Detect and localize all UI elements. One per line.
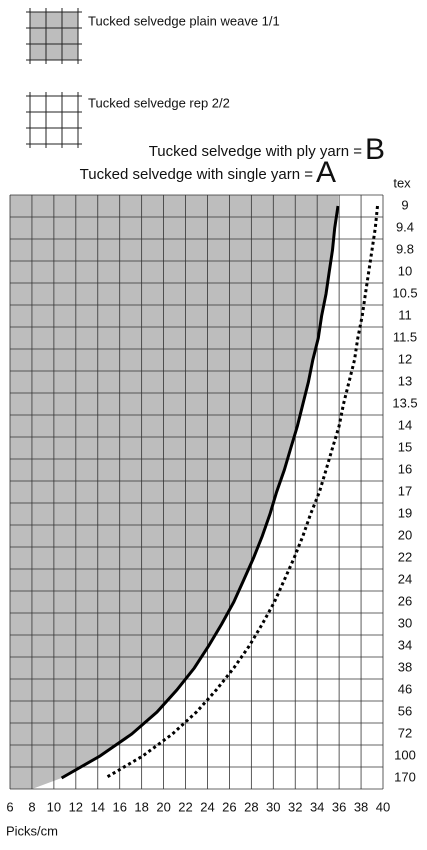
y-tick-label: 16 — [398, 461, 412, 476]
x-tick-label: 34 — [310, 799, 324, 814]
x-tick-label: 30 — [266, 799, 280, 814]
y-tick-label: 11 — [398, 307, 412, 322]
y-tick-label: 20 — [398, 527, 412, 542]
x-tick-label: 22 — [178, 799, 192, 814]
y-tick-label: 11.5 — [393, 329, 417, 344]
y-tick-label: 38 — [398, 659, 412, 674]
x-tick-label: 18 — [134, 799, 148, 814]
y-tick-label: 72 — [398, 725, 412, 740]
x-tick-label: 20 — [156, 799, 170, 814]
x-tick-label: 38 — [354, 799, 368, 814]
y-tick-label: 24 — [398, 571, 412, 586]
y-tick-label: 100 — [394, 747, 416, 762]
region-label: Tucked selvedge plain weave 1/1 — [88, 13, 280, 28]
y-axis-label: tex — [393, 175, 411, 190]
x-tick-label: 32 — [288, 799, 302, 814]
curve — [60, 205, 340, 780]
x-tick-label: 14 — [91, 799, 105, 814]
x-tick-label: 6 — [6, 799, 13, 814]
x-tick-label: 24 — [200, 799, 214, 814]
legend-swatch — [30, 12, 78, 60]
series-letter: B — [365, 133, 385, 166]
x-tick-label: 10 — [47, 799, 61, 814]
legend-swatch — [30, 96, 78, 144]
y-tick-label: 46 — [398, 681, 412, 696]
x-tick-label: 36 — [332, 799, 346, 814]
y-tick-label: 12 — [398, 351, 412, 366]
series-label: Tucked selvedge with ply yarn = — [149, 143, 363, 160]
y-tick-label: 14 — [398, 417, 412, 432]
y-tick-label: 19 — [398, 505, 412, 520]
y-tick-label: 10.5 — [392, 285, 417, 300]
y-tick-label: 34 — [398, 637, 412, 652]
x-tick-label: 26 — [222, 799, 236, 814]
y-tick-label: 13 — [398, 373, 412, 388]
y-tick-label: 170 — [394, 769, 416, 784]
x-tick-label: 12 — [69, 799, 83, 814]
x-axis-label: Picks/cm — [6, 823, 58, 838]
series-label: Tucked selvedge with single yarn = — [80, 166, 314, 183]
x-tick-label: 40 — [376, 799, 390, 814]
series-letter: A — [316, 156, 336, 189]
y-tick-label: 15 — [398, 439, 412, 454]
shaded-region — [10, 195, 339, 789]
x-tick-label: 28 — [244, 799, 258, 814]
y-tick-label: 10 — [398, 263, 412, 278]
y-tick-label: 9.4 — [396, 219, 414, 234]
y-tick-label: 17 — [398, 483, 412, 498]
y-tick-label: 56 — [398, 703, 412, 718]
y-tick-label: 13.5 — [392, 395, 417, 410]
y-tick-label: 9.8 — [396, 241, 414, 256]
y-tick-label: 9 — [401, 197, 408, 212]
y-tick-label: 22 — [398, 549, 412, 564]
region-label: Tucked selvedge rep 2/2 — [88, 95, 230, 110]
y-tick-label: 30 — [398, 615, 412, 630]
y-tick-label: 26 — [398, 593, 412, 608]
curve — [104, 205, 379, 780]
x-tick-label: 16 — [112, 799, 126, 814]
x-tick-label: 8 — [28, 799, 35, 814]
